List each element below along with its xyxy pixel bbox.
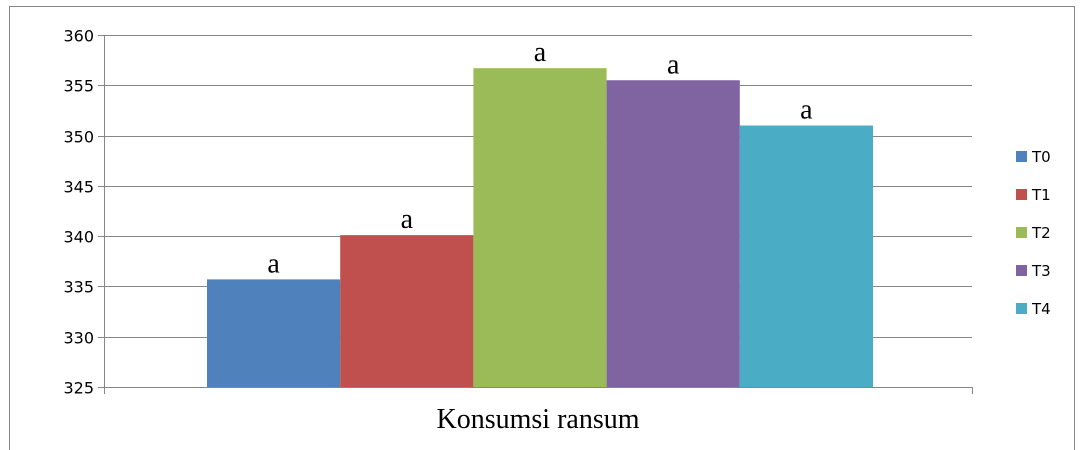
y-tick-label: 330 xyxy=(63,329,94,348)
bar-t4 xyxy=(739,125,873,387)
axes: 325 330 335 340 345 350 355 360 xyxy=(63,27,973,398)
bars xyxy=(207,68,873,387)
bar-t1 xyxy=(340,235,474,387)
legend-label-t0: T0 xyxy=(1031,148,1051,166)
data-label-t0: a xyxy=(267,248,280,279)
data-label-t2: a xyxy=(534,37,547,68)
legend-swatch-t2 xyxy=(1016,227,1027,238)
y-tick-label: 360 xyxy=(63,27,94,46)
x-axis-title: Konsumsi ransum xyxy=(437,404,640,435)
bar-t2 xyxy=(473,68,607,387)
legend-swatch-t3 xyxy=(1016,265,1027,276)
legend-swatch-t4 xyxy=(1016,303,1027,314)
data-label-t3: a xyxy=(667,49,680,80)
data-labels: a a a a a xyxy=(267,37,813,279)
legend-label-t4: T4 xyxy=(1031,300,1051,318)
legend: T0 T1 T2 T3 T4 xyxy=(1016,148,1051,318)
y-tick-label: 355 xyxy=(63,77,94,96)
legend-label-t1: T1 xyxy=(1031,186,1051,204)
y-tick-label: 335 xyxy=(63,278,94,297)
chart-frame xyxy=(9,6,1075,450)
legend-label-t3: T3 xyxy=(1031,262,1051,280)
data-label-t1: a xyxy=(401,204,414,235)
bar-t0 xyxy=(207,279,341,387)
y-tick-label: 340 xyxy=(63,228,94,247)
y-tick-label: 345 xyxy=(63,178,94,197)
data-label-t4: a xyxy=(800,95,813,126)
legend-swatch-t0 xyxy=(1016,151,1027,162)
y-tick-label: 325 xyxy=(63,379,94,398)
bar-t3 xyxy=(606,80,740,387)
legend-label-t2: T2 xyxy=(1031,224,1051,242)
y-tick-label: 350 xyxy=(63,128,94,147)
legend-swatch-t1 xyxy=(1016,189,1027,200)
